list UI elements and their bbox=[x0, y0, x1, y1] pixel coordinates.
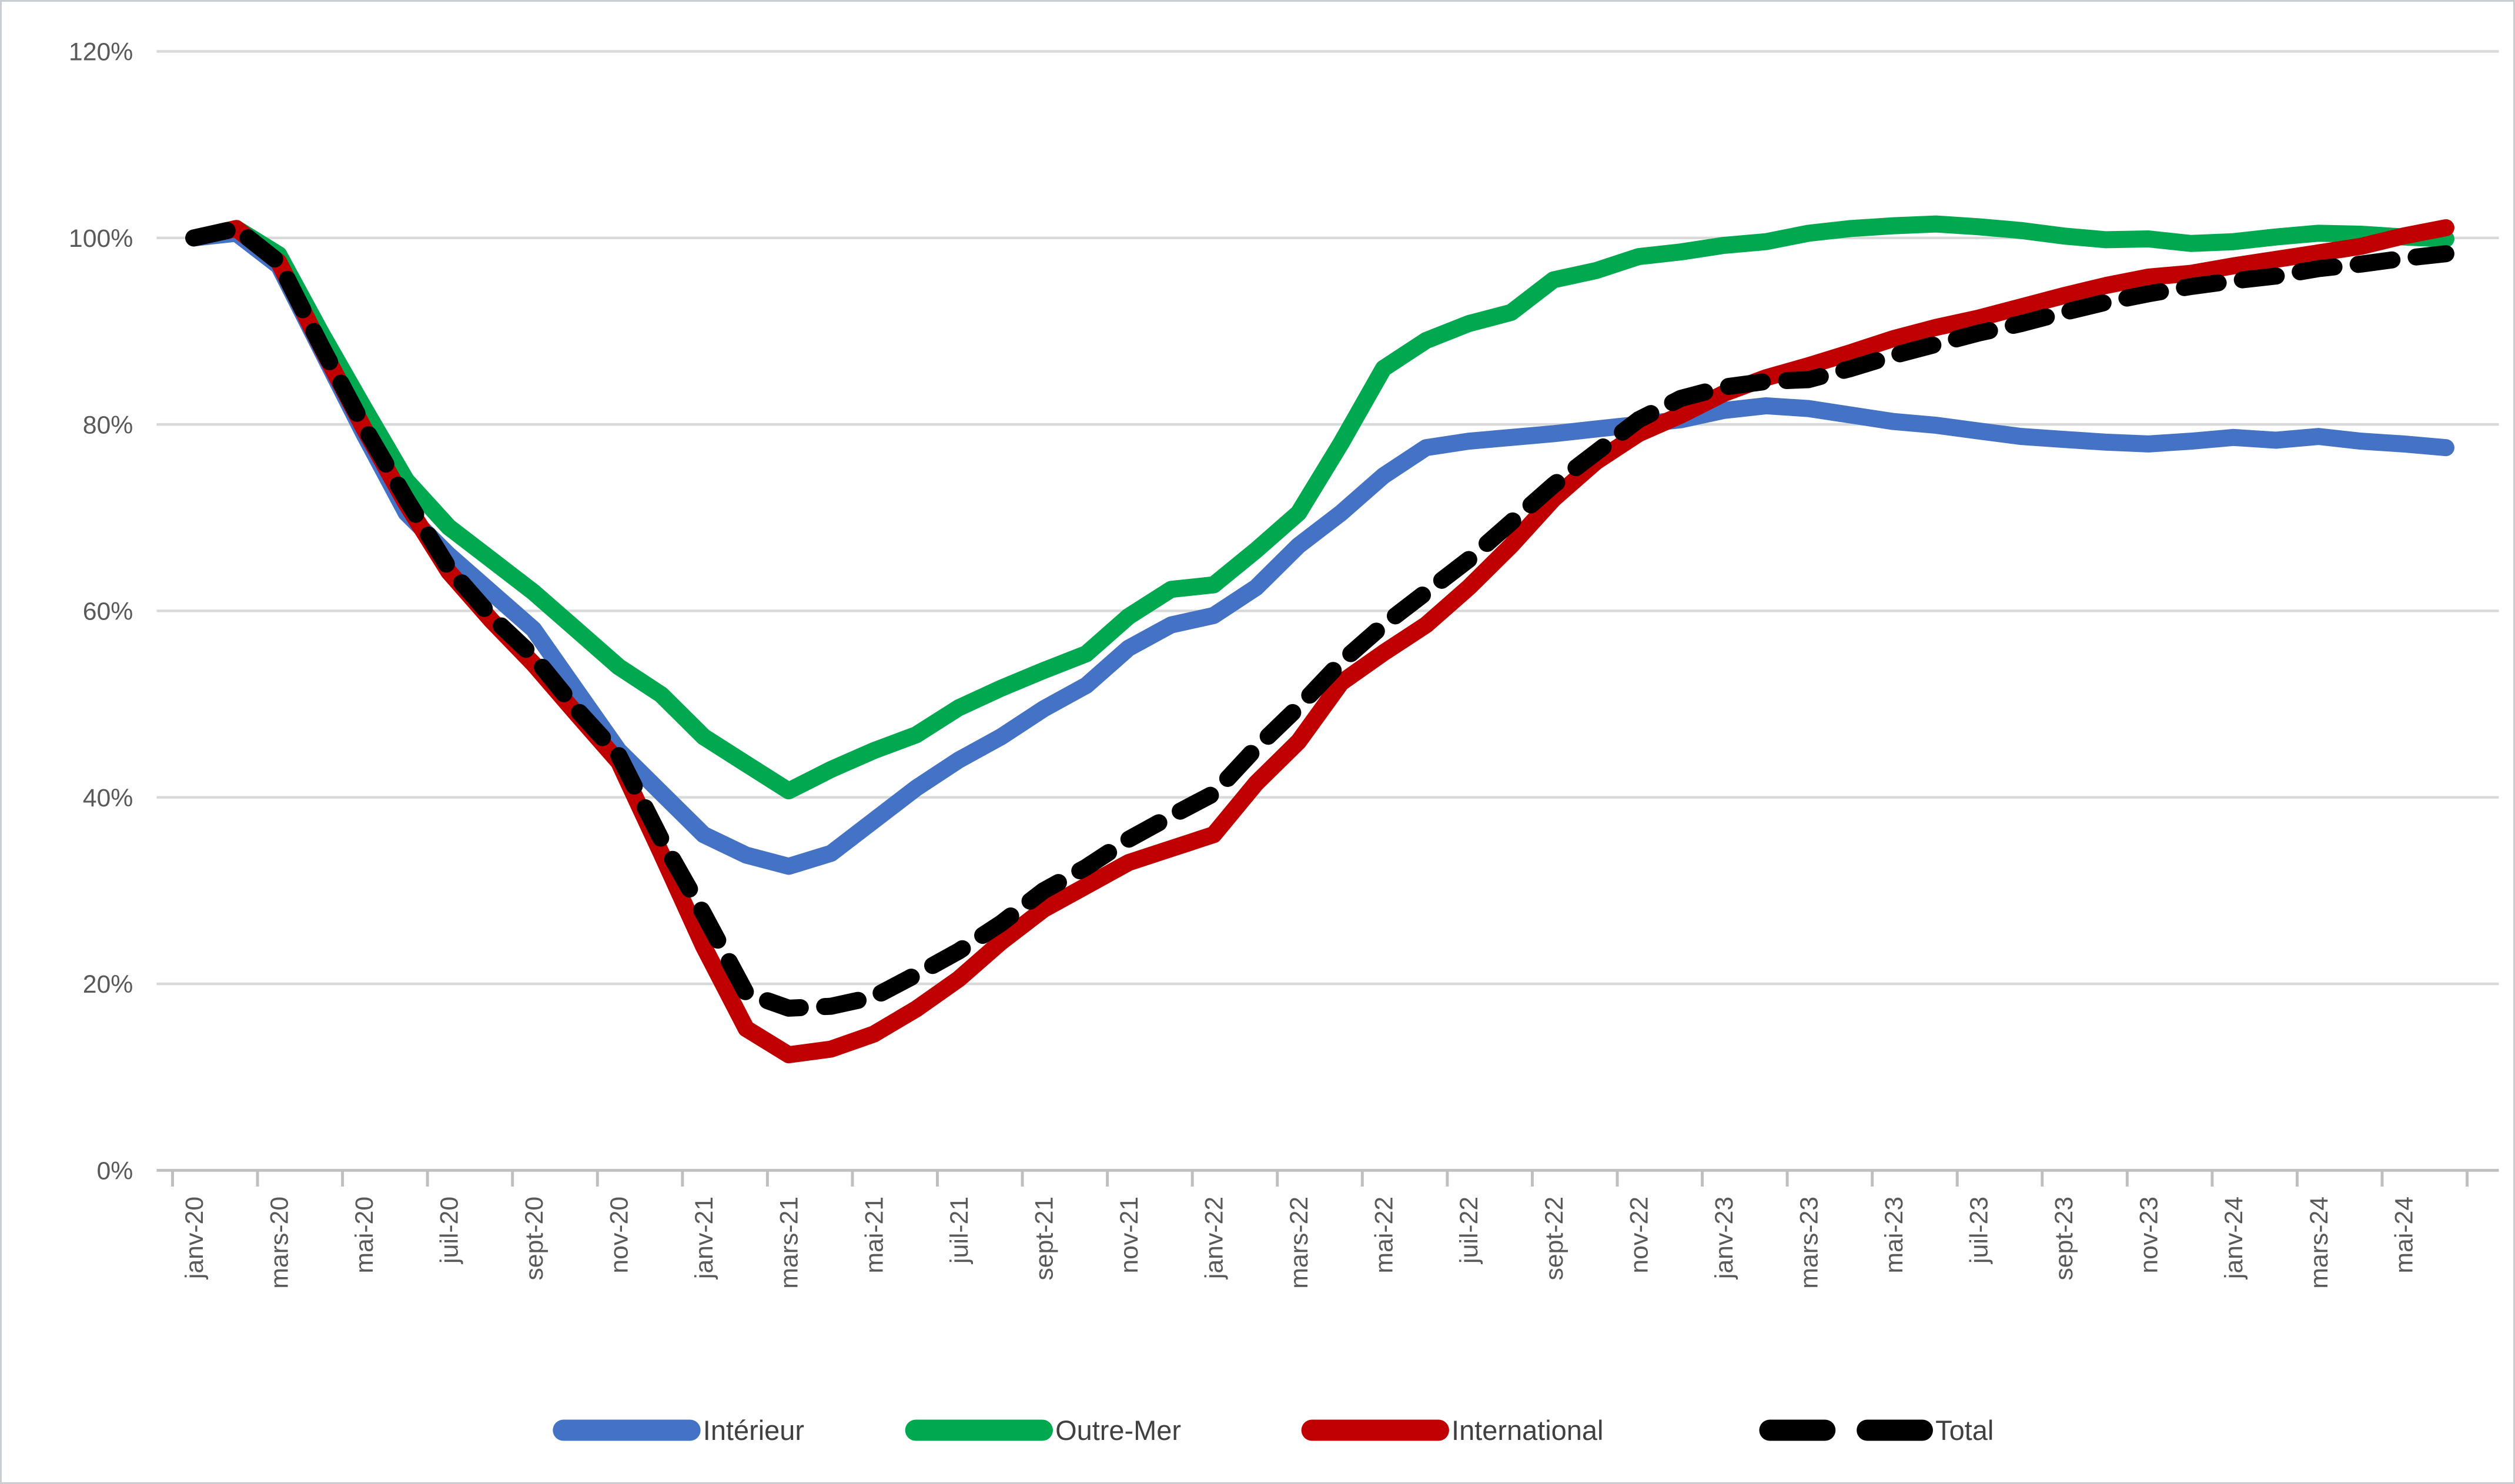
x-tick-label-mars-20: mars-20 bbox=[265, 1197, 293, 1289]
x-tick-label-mai-22: mai-22 bbox=[1370, 1197, 1399, 1274]
x-tick-label-juil-20: juil-20 bbox=[435, 1197, 463, 1265]
x-tick-label-nov-21: nov-21 bbox=[1115, 1197, 1143, 1274]
y-tick-label-80%: 80% bbox=[83, 411, 133, 439]
y-axis-labels: 0% 20% 40% 60% 80% 100% 120% bbox=[69, 38, 133, 1185]
legend: Intérieur Outre-Mer International Total bbox=[553, 1415, 1994, 1446]
x-tick-label-sept-20: sept-20 bbox=[520, 1197, 549, 1281]
x-tick-label-mai-20: mai-20 bbox=[350, 1197, 379, 1274]
x-tick-label-nov-23: nov-23 bbox=[2135, 1197, 2163, 1274]
x-tick-label-mars-21: mars-21 bbox=[775, 1197, 804, 1289]
y-tick-label-20%: 20% bbox=[83, 970, 133, 999]
y-tick-label-100%: 100% bbox=[69, 225, 133, 253]
x-tick-label-janv-24: janv-24 bbox=[2220, 1197, 2248, 1280]
legend-label-intérieur: Intérieur bbox=[703, 1415, 804, 1446]
x-tick-label-juil-23: juil-23 bbox=[1965, 1197, 1994, 1265]
x-tick-label-mars-24: mars-24 bbox=[2305, 1197, 2333, 1289]
x-tick-label-janv-20: janv-20 bbox=[180, 1197, 209, 1280]
x-tick-label-janv-23: janv-23 bbox=[1710, 1197, 1738, 1280]
legend-label-international: International bbox=[1452, 1415, 1603, 1446]
x-tick-label-janv-21: janv-21 bbox=[690, 1197, 718, 1280]
x-tick-label-mars-22: mars-22 bbox=[1285, 1197, 1313, 1289]
x-axis bbox=[156, 1168, 2499, 1187]
y-tick-label-40%: 40% bbox=[83, 784, 133, 812]
legend-label-outre-mer: Outre-Mer bbox=[1055, 1415, 1181, 1446]
x-tick-label-juil-22: juil-22 bbox=[1455, 1197, 1483, 1265]
x-tick-label-sept-22: sept-22 bbox=[1540, 1197, 1568, 1281]
series-lines bbox=[185, 215, 2454, 1064]
y-tick-label-0%: 0% bbox=[97, 1157, 133, 1185]
y-tick-label-60%: 60% bbox=[83, 598, 133, 626]
series-line-total bbox=[185, 220, 2454, 1017]
x-tick-label-sept-21: sept-21 bbox=[1030, 1197, 1058, 1281]
y-tick-label-120%: 120% bbox=[69, 38, 133, 66]
x-tick-label-nov-20: nov-20 bbox=[606, 1197, 634, 1274]
series-line-intérieur bbox=[185, 225, 2454, 875]
x-axis-labels: janv-20 mars-20 mai-20 juil-20 sept-20 nov-20… bbox=[180, 1197, 2419, 1289]
x-tick-label-juil-21: juil-21 bbox=[945, 1197, 974, 1265]
series-line-outre-mer bbox=[185, 215, 2454, 800]
x-tick-label-janv-22: janv-22 bbox=[1200, 1197, 1229, 1280]
x-tick-label-mai-23: mai-23 bbox=[1880, 1197, 1908, 1274]
x-tick-label-mars-23: mars-23 bbox=[1795, 1197, 1823, 1289]
x-tick-label-sept-23: sept-23 bbox=[2050, 1197, 2078, 1281]
x-tick-label-mai-24: mai-24 bbox=[2390, 1197, 2418, 1274]
x-tick-label-nov-22: nov-22 bbox=[1625, 1197, 1653, 1274]
legend-label-total: Total bbox=[1935, 1415, 1994, 1446]
series-line-international bbox=[185, 219, 2454, 1064]
x-tick-label-mai-21: mai-21 bbox=[860, 1197, 888, 1274]
